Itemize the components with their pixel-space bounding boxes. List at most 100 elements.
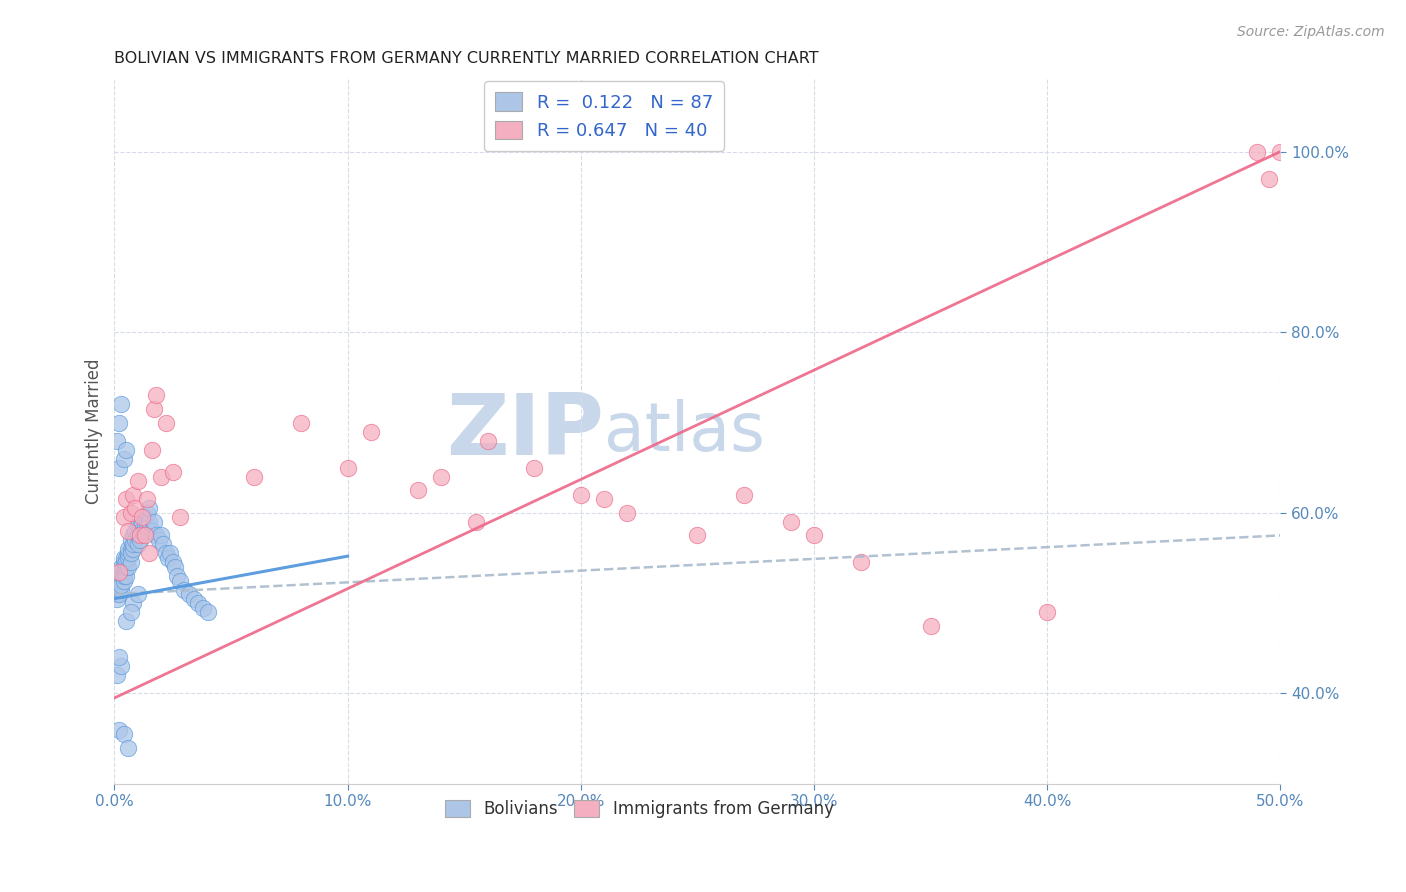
Point xyxy=(1246,145,1268,159)
Point xyxy=(148,533,170,547)
Point xyxy=(464,515,486,529)
Point xyxy=(115,492,138,507)
Point xyxy=(1036,605,1059,619)
Point xyxy=(127,528,149,542)
Point xyxy=(110,565,132,579)
Point xyxy=(129,533,152,547)
Point xyxy=(120,533,142,547)
Point xyxy=(138,515,160,529)
Point xyxy=(105,587,128,601)
Point xyxy=(136,492,159,507)
Point xyxy=(117,546,139,560)
Point xyxy=(108,578,131,592)
Point xyxy=(360,425,382,439)
Point xyxy=(108,569,131,583)
Point xyxy=(127,519,149,533)
Point xyxy=(155,546,177,560)
Point xyxy=(169,510,191,524)
Point xyxy=(127,537,149,551)
Point xyxy=(616,506,638,520)
Point xyxy=(143,515,166,529)
Text: ZIP: ZIP xyxy=(446,390,605,473)
Point xyxy=(129,519,152,533)
Point xyxy=(122,528,145,542)
Point xyxy=(120,605,142,619)
Point xyxy=(152,537,174,551)
Point xyxy=(134,510,156,524)
Point xyxy=(108,574,131,588)
Point xyxy=(162,465,184,479)
Point xyxy=(169,574,191,588)
Point xyxy=(920,618,942,632)
Point xyxy=(122,488,145,502)
Point xyxy=(733,488,755,502)
Point xyxy=(105,574,128,588)
Point xyxy=(122,537,145,551)
Text: Source: ZipAtlas.com: Source: ZipAtlas.com xyxy=(1237,25,1385,39)
Point xyxy=(1246,845,1268,859)
Point xyxy=(593,492,616,507)
Point xyxy=(150,469,173,483)
Point xyxy=(803,528,825,542)
Point xyxy=(336,460,359,475)
Point xyxy=(191,600,214,615)
Point xyxy=(145,388,167,402)
Point xyxy=(108,460,131,475)
Point xyxy=(112,551,135,566)
Point xyxy=(120,506,142,520)
Point xyxy=(120,556,142,570)
Point xyxy=(849,556,872,570)
Point xyxy=(105,434,128,448)
Point xyxy=(183,591,205,606)
Point xyxy=(105,569,128,583)
Point xyxy=(1270,145,1292,159)
Point xyxy=(163,560,186,574)
Point xyxy=(477,434,499,448)
Point xyxy=(112,565,135,579)
Point xyxy=(131,515,153,529)
Point xyxy=(686,528,709,542)
Y-axis label: Currently Married: Currently Married xyxy=(86,359,103,504)
Point xyxy=(127,587,149,601)
Point xyxy=(105,668,128,682)
Point xyxy=(523,460,546,475)
Point xyxy=(117,541,139,556)
Point xyxy=(124,533,146,547)
Point xyxy=(115,560,138,574)
Point xyxy=(117,740,139,755)
Point xyxy=(105,582,128,597)
Point xyxy=(110,582,132,597)
Point xyxy=(115,614,138,628)
Point xyxy=(108,565,131,579)
Point xyxy=(120,541,142,556)
Point xyxy=(131,510,153,524)
Point xyxy=(134,519,156,533)
Point xyxy=(105,578,128,592)
Point xyxy=(108,650,131,665)
Point xyxy=(197,605,219,619)
Point xyxy=(110,659,132,673)
Point xyxy=(779,515,801,529)
Point xyxy=(173,582,195,597)
Point xyxy=(117,524,139,538)
Point xyxy=(115,556,138,570)
Point xyxy=(112,451,135,466)
Point xyxy=(115,442,138,457)
Point xyxy=(115,569,138,583)
Point xyxy=(138,546,160,560)
Point xyxy=(112,574,135,588)
Point xyxy=(105,591,128,606)
Point xyxy=(1257,171,1279,186)
Point xyxy=(177,587,200,601)
Text: atlas: atlas xyxy=(605,399,765,465)
Point xyxy=(122,541,145,556)
Point xyxy=(162,556,184,570)
Point xyxy=(131,524,153,538)
Point xyxy=(108,723,131,737)
Point xyxy=(141,442,163,457)
Point xyxy=(112,569,135,583)
Point xyxy=(136,519,159,533)
Point xyxy=(110,578,132,592)
Point xyxy=(138,501,160,516)
Point xyxy=(112,556,135,570)
